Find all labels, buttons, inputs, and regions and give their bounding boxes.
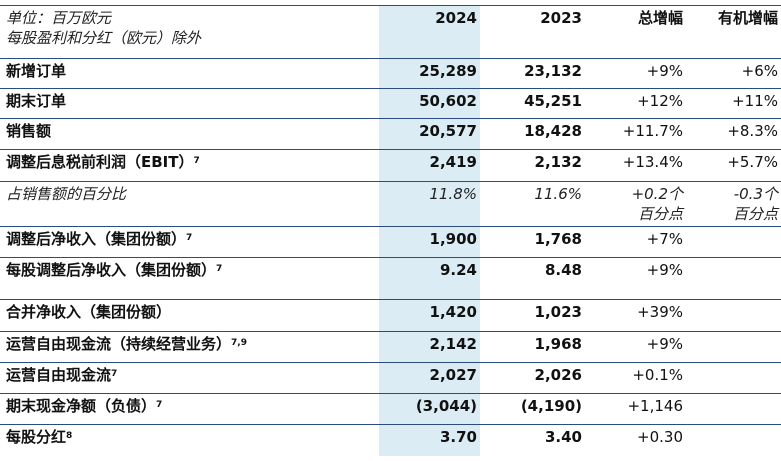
total-growth: +9% — [585, 331, 686, 363]
row-label: 期末订单 — [0, 88, 379, 119]
footnote-ref: 7 — [111, 369, 118, 379]
col-header-2023: 2023 — [480, 5, 585, 59]
value-2023: (4,190) — [480, 393, 585, 425]
value-2023: 1,023 — [480, 299, 585, 332]
row-label: 调整后息税前利润（EBIT）7 — [0, 149, 379, 182]
value-2023: 2,132 — [480, 149, 585, 182]
organic-growth — [686, 226, 781, 258]
unit-line-2: 每股盈利和分红（欧元）除外 — [6, 29, 202, 47]
value-2023: 1,768 — [480, 226, 585, 258]
total-growth: +0.30 — [637, 428, 683, 446]
total-growth: +7% — [585, 226, 686, 258]
row-label: 合并净收入（集团份额） — [0, 299, 379, 332]
value-2024: 1,900 — [379, 226, 480, 258]
table-row: 期末订单 50,602 45,251 +12% +11% — [0, 88, 781, 119]
value-2024: (3,044) — [379, 393, 480, 425]
value-2024: 25,289 — [379, 58, 480, 89]
table-row: 调整后息税前利润（EBIT）7 2,419 2,132 +13.4% +5.7% — [0, 149, 781, 182]
row-label: 运营自由现金流（持续经营业务）7,9 — [0, 331, 379, 363]
row-label: 运营自由现金流7 — [0, 362, 379, 394]
organic-growth: +8.3% — [686, 118, 781, 150]
value-2023: 45,251 — [480, 88, 585, 119]
total-growth: +11.7% — [585, 118, 686, 150]
organic-growth — [686, 425, 781, 455]
total-growth: +1,146 — [585, 393, 686, 425]
col-header-total-growth: 总增幅 — [585, 5, 686, 59]
table-row: 每股分红8 3.70 3.40 +0.30 — [0, 425, 781, 455]
row-label: 销售额 — [0, 118, 379, 150]
value-2024: 20,577 — [379, 118, 480, 150]
header-row: 单位：百万欧元 每股盈利和分红（欧元）除外 2024 2023 总增幅 有机增幅 — [0, 5, 781, 59]
table-row: 期末现金净额（负债）7 (3,044) (4,190) +1,146 — [0, 393, 781, 425]
footnote-ref: 7 — [216, 264, 223, 274]
footnote-ref: 7 — [193, 156, 200, 166]
organic-growth — [686, 257, 781, 300]
row-label: 占销售额的百分比 — [0, 181, 379, 227]
total-growth: +0.2个 百分点 — [585, 181, 686, 227]
value-2024: 9.24 — [379, 257, 480, 300]
total-growth: +9% — [585, 58, 686, 89]
table-row: 调整后净收入（集团份额）7 1,900 1,768 +7% — [0, 226, 781, 258]
value-2024: 2,419 — [379, 149, 480, 182]
footnote-ref: 7 — [186, 233, 193, 243]
organic-growth — [686, 362, 781, 394]
total-growth: +0.1% — [585, 362, 686, 394]
table-row: 合并净收入（集团份额） 1,420 1,023 +39% — [0, 299, 781, 332]
value-2023: 18,428 — [480, 118, 585, 150]
table-row: 占销售额的百分比 11.8% 11.6% +0.2个 百分点 -0.3个 百分点 — [0, 181, 781, 227]
financial-summary-table: 单位：百万欧元 每股盈利和分红（欧元）除外 2024 2023 总增幅 有机增幅… — [0, 5, 781, 455]
organic-growth — [686, 331, 781, 363]
value-2023: 8.48 — [480, 257, 585, 300]
value-2023: 11.6% — [480, 181, 585, 227]
table-row: 每股调整后净收入（集团份额）7 9.24 8.48 +9% — [0, 257, 781, 300]
value-2023: 3.40 — [544, 428, 582, 446]
row-label: 每股调整后净收入（集团份额）7 — [0, 257, 379, 300]
table-row: 运营自由现金流（持续经营业务）7,9 2,142 1,968 +9% — [0, 331, 781, 363]
footnote-ref: 7 — [156, 400, 163, 410]
total-growth: +12% — [585, 88, 686, 119]
footnote-ref: 8 — [66, 431, 73, 441]
organic-growth: -0.3个 百分点 — [686, 181, 781, 227]
organic-growth — [686, 393, 781, 425]
table-row: 运营自由现金流7 2,027 2,026 +0.1% — [0, 362, 781, 394]
col-header-2024: 2024 — [379, 5, 480, 59]
row-label: 调整后净收入（集团份额）7 — [0, 226, 379, 258]
organic-growth: +6% — [686, 58, 781, 89]
total-growth: +39% — [585, 299, 686, 332]
unit-note: 单位：百万欧元 每股盈利和分红（欧元）除外 — [0, 5, 379, 59]
organic-growth — [686, 299, 781, 332]
organic-growth: +5.7% — [686, 149, 781, 182]
row-label: 每股分红8 — [6, 428, 73, 446]
row-label: 期末现金净额（负债）7 — [0, 393, 379, 425]
unit-line-1: 单位：百万欧元 — [6, 9, 112, 27]
value-2024: 50,602 — [379, 88, 480, 119]
value-2024: 2,027 — [379, 362, 480, 394]
value-2024: 1,420 — [379, 299, 480, 332]
total-growth: +9% — [585, 257, 686, 300]
value-2024: 3.70 — [439, 428, 477, 446]
table-row: 新增订单 25,289 23,132 +9% +6% — [0, 58, 781, 89]
footnote-ref: 7,9 — [231, 338, 247, 348]
value-2024: 11.8% — [379, 181, 480, 227]
value-2024: 2,142 — [379, 331, 480, 363]
value-2023: 2,026 — [480, 362, 585, 394]
value-2023: 1,968 — [480, 331, 585, 363]
table-row: 销售额 20,577 18,428 +11.7% +8.3% — [0, 118, 781, 150]
organic-growth: +11% — [686, 88, 781, 119]
row-label: 新增订单 — [0, 58, 379, 89]
total-growth: +13.4% — [585, 149, 686, 182]
col-header-organic-growth: 有机增幅 — [686, 5, 781, 59]
value-2023: 23,132 — [480, 58, 585, 89]
